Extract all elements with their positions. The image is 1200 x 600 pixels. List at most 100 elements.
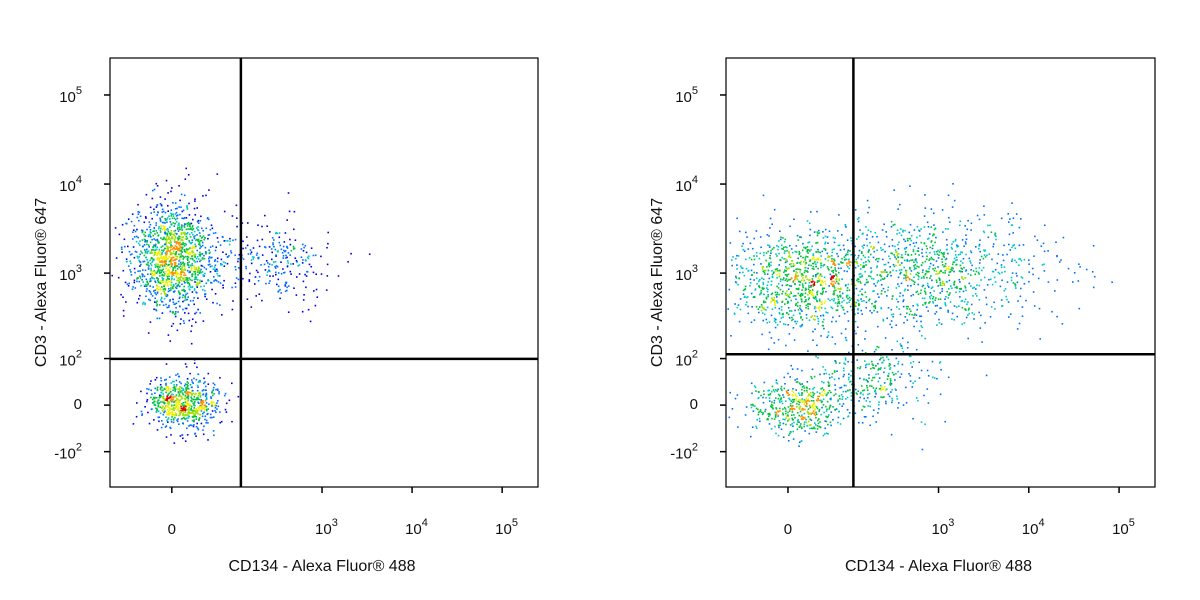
event — [794, 278, 796, 281]
event — [785, 417, 787, 419]
event — [923, 242, 926, 245]
event — [856, 218, 859, 220]
event — [932, 264, 935, 266]
event — [865, 238, 868, 240]
event — [939, 278, 941, 280]
event — [826, 266, 829, 268]
event — [194, 269, 196, 271]
event — [215, 404, 217, 407]
event — [744, 288, 747, 290]
event — [204, 381, 206, 383]
event — [938, 322, 941, 324]
event — [932, 244, 934, 247]
event — [913, 265, 915, 267]
event — [815, 355, 817, 358]
event — [857, 294, 860, 297]
event — [943, 284, 945, 286]
event — [191, 409, 193, 412]
event — [792, 425, 794, 427]
event — [195, 227, 198, 229]
event — [1008, 221, 1010, 223]
event — [145, 217, 147, 219]
event — [157, 235, 159, 237]
event — [768, 263, 771, 266]
event — [855, 261, 858, 264]
event — [944, 420, 946, 423]
event — [864, 270, 866, 273]
event — [923, 394, 925, 397]
event — [141, 275, 144, 278]
event — [827, 415, 829, 418]
event — [950, 268, 952, 271]
event — [924, 293, 927, 295]
tick-label: 103 — [315, 517, 338, 538]
event — [159, 406, 161, 409]
event — [776, 245, 778, 247]
event — [744, 285, 747, 288]
event — [868, 363, 870, 365]
event — [885, 388, 888, 390]
event — [865, 379, 867, 381]
event — [127, 285, 130, 287]
event — [802, 274, 804, 276]
event — [861, 251, 863, 253]
event — [959, 253, 962, 255]
event — [951, 263, 954, 266]
event — [796, 423, 798, 426]
event — [833, 293, 835, 296]
event — [727, 308, 729, 310]
event — [306, 256, 309, 259]
event — [982, 257, 985, 260]
event — [881, 278, 884, 280]
event — [764, 301, 767, 303]
event — [184, 401, 187, 403]
event — [165, 387, 168, 389]
event — [780, 385, 783, 388]
event — [970, 303, 973, 306]
event — [856, 279, 858, 282]
event — [798, 394, 801, 396]
event — [795, 271, 797, 273]
event — [817, 267, 819, 270]
event — [797, 419, 800, 421]
event — [791, 422, 793, 425]
event — [789, 405, 792, 407]
event — [187, 285, 190, 288]
event — [792, 430, 794, 433]
event — [170, 212, 172, 215]
event — [884, 271, 886, 273]
event — [172, 246, 175, 249]
event — [253, 256, 255, 259]
event — [294, 239, 297, 241]
event — [823, 373, 825, 375]
event — [943, 253, 945, 256]
event — [821, 280, 823, 282]
event — [810, 395, 813, 398]
event — [194, 198, 196, 200]
event — [886, 271, 888, 273]
event — [894, 256, 896, 258]
event — [795, 304, 797, 306]
event — [773, 342, 776, 344]
event — [199, 254, 201, 256]
event — [765, 309, 767, 311]
event — [816, 210, 818, 213]
event — [179, 285, 181, 288]
event — [898, 232, 901, 234]
event — [916, 290, 919, 293]
event — [286, 256, 288, 259]
event — [1043, 250, 1046, 253]
event — [813, 231, 816, 233]
event — [990, 231, 993, 233]
event — [172, 256, 174, 259]
event — [170, 418, 173, 421]
event — [134, 230, 137, 233]
event — [808, 264, 810, 266]
event — [860, 298, 862, 300]
event — [891, 397, 893, 400]
event — [909, 273, 912, 275]
event — [824, 283, 827, 285]
event — [916, 271, 919, 274]
event — [185, 388, 187, 390]
event — [972, 270, 975, 272]
